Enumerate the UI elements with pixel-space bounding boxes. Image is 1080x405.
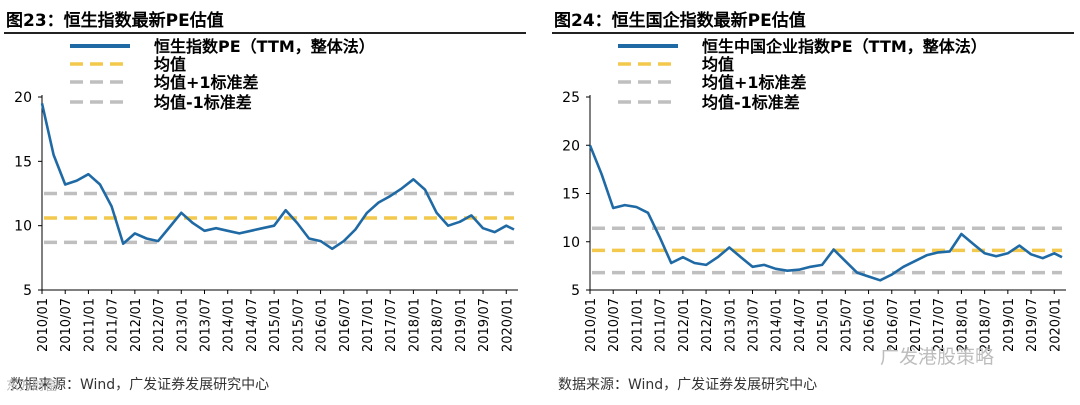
x-tick-label: 2016/07 <box>886 298 901 352</box>
y-tick-label: 20 <box>562 138 580 154</box>
legend-label: 均值 <box>154 55 186 74</box>
x-tick-label: 2015/01 <box>268 298 283 352</box>
x-tick-label: 2018/07 <box>979 298 994 352</box>
legend-label: 恒生中国企业指数PE（TTM，整体法） <box>702 37 987 56</box>
pe-series-line <box>40 103 515 251</box>
chart-panel-hscei: 图24：恒生国企指数最新PE估值 5 10 15 20 25 2010/01 2010/07… <box>548 0 1078 405</box>
x-tick-label: 2020/01 <box>500 298 515 352</box>
x-tick-label: 2019/01 <box>454 298 469 352</box>
x-tick-label: 2017/07 <box>384 298 399 352</box>
x-tick-label: 2017/01 <box>909 298 924 352</box>
watermark-text: 广发港股策略 <box>880 346 995 368</box>
x-tick-label: 2010/07 <box>59 298 74 352</box>
x-tick-label: 2010/01 <box>584 298 599 352</box>
y-tick-label: 25 <box>562 90 580 106</box>
y-tick-label: 10 <box>562 235 580 251</box>
figure-title: 图23：恒生指数最新PE估值 <box>6 11 224 31</box>
legend-label: 均值-1标准差 <box>702 93 800 112</box>
x-tick-label: 2013/01 <box>723 298 738 352</box>
title-rule <box>552 32 1074 34</box>
figure-title: 图24：恒生国企指数最新PE估值 <box>554 11 806 31</box>
y-tick-label: 5 <box>571 283 580 299</box>
x-tick-label: 2014/07 <box>793 298 808 352</box>
y-tick-label: 15 <box>562 187 580 203</box>
x-tick-label: 2018/01 <box>407 298 422 352</box>
y-tick-label: 5 <box>23 283 32 299</box>
x-tick-label: 2013/07 <box>746 298 761 352</box>
x-tick-label: 2016/01 <box>315 298 330 352</box>
legend-label: 恒生指数PE（TTM，整体法） <box>154 37 375 56</box>
x-tick-label: 2012/07 <box>152 298 167 352</box>
x-tick-label: 2014/07 <box>245 298 260 352</box>
y-tick-label: 15 <box>14 154 32 170</box>
x-tick-label: 2011/07 <box>654 298 669 352</box>
x-tick-label: 2011/01 <box>630 298 645 352</box>
pe-series-line <box>588 144 1063 282</box>
source-note: 数据来源：Wind，广发证券发展研究中心 <box>10 377 270 393</box>
watermark-text: 东方财富 <box>6 379 59 394</box>
x-tick-label: 2010/01 <box>36 298 51 352</box>
x-tick-label: 2019/07 <box>1025 298 1040 352</box>
x-tick-label: 2012/01 <box>677 298 692 352</box>
x-tick-label: 2010/07 <box>607 298 622 352</box>
x-tick-label: 2018/07 <box>431 298 446 352</box>
y-tick-label: 10 <box>14 219 32 235</box>
x-tick-label: 2018/01 <box>955 298 970 352</box>
legend-label: 均值-1标准差 <box>154 93 252 112</box>
pe-chart-hsi: 5 10 15 20 2010/01 2010/07 2011/01 2011/07 2012/… <box>14 37 518 352</box>
x-tick-label: 2015/07 <box>291 298 306 352</box>
legend-label: 均值 <box>702 55 734 74</box>
x-tick-label: 2016/01 <box>863 298 878 352</box>
x-tick-label: 2012/07 <box>700 298 715 352</box>
x-tick-label: 2017/07 <box>932 298 947 352</box>
x-tick-label: 2013/07 <box>198 298 213 352</box>
x-tick-label: 2019/01 <box>1002 298 1017 352</box>
x-tick-label: 2011/01 <box>82 298 97 352</box>
legend-label: 均值+1标准差 <box>154 73 259 92</box>
pe-chart-hscei: 5 10 15 20 25 2010/01 2010/07 2011/01 2011/07 201… <box>562 37 1066 352</box>
x-tick-label: 2015/07 <box>839 298 854 352</box>
x-tick-label: 2011/07 <box>106 298 121 352</box>
x-tick-label: 2019/07 <box>477 298 492 352</box>
x-tick-label: 2016/07 <box>338 298 353 352</box>
x-tick-label: 2012/01 <box>129 298 144 352</box>
title-rule <box>4 32 526 34</box>
x-tick-label: 2017/01 <box>361 298 376 352</box>
x-tick-label: 2014/01 <box>222 298 237 352</box>
x-tick-label: 2020/01 <box>1048 298 1063 352</box>
source-note: 数据来源：Wind，广发证券发展研究中心 <box>558 377 818 393</box>
chart-panel-hsi: 图23：恒生指数最新PE估值 5 10 15 20 2010/01 2010/07 2011… <box>0 0 530 405</box>
y-tick-label: 20 <box>14 90 32 106</box>
x-tick-label: 2014/01 <box>770 298 785 352</box>
x-tick-label: 2013/01 <box>175 298 190 352</box>
legend-label: 均值+1标准差 <box>702 73 807 92</box>
x-tick-label: 2015/01 <box>816 298 831 352</box>
